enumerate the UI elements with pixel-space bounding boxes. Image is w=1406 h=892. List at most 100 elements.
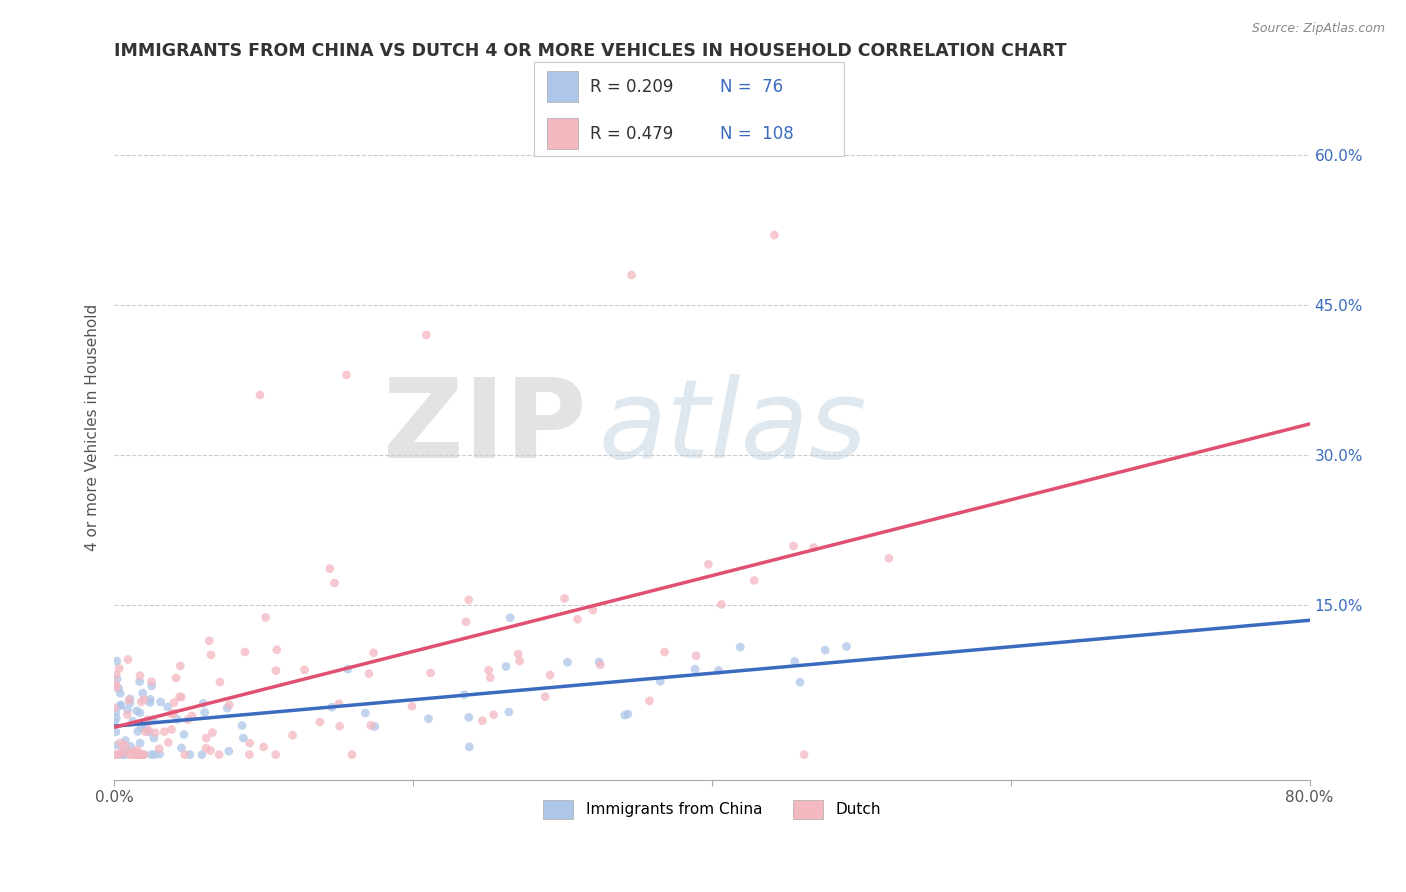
Point — [309, 714, 332, 729]
Point — [478, 663, 501, 677]
Point — [104, 747, 127, 762]
Point — [125, 704, 148, 718]
Point — [201, 725, 224, 739]
Point — [169, 659, 191, 673]
Point — [454, 615, 477, 629]
Point — [105, 711, 128, 725]
Point — [139, 692, 162, 706]
FancyBboxPatch shape — [547, 70, 578, 102]
Point — [232, 731, 254, 745]
Point — [136, 713, 159, 727]
Point — [191, 747, 214, 762]
Point — [208, 747, 231, 762]
Point — [793, 747, 815, 762]
Text: R = 0.479: R = 0.479 — [591, 125, 673, 143]
Point — [105, 747, 128, 762]
Point — [195, 731, 218, 745]
Point — [127, 743, 149, 757]
Point — [238, 747, 260, 762]
Point — [111, 743, 134, 757]
Point — [105, 677, 128, 691]
Point — [323, 576, 346, 591]
Point — [128, 747, 150, 762]
Point — [482, 707, 505, 722]
Point — [165, 671, 187, 685]
Point — [742, 574, 765, 588]
Point — [120, 745, 142, 759]
Point — [814, 643, 837, 657]
Point — [538, 668, 561, 682]
Point — [264, 664, 287, 678]
Point — [789, 675, 811, 690]
Point — [329, 719, 352, 733]
Point — [254, 610, 277, 624]
Text: ZIP: ZIP — [382, 374, 586, 481]
Point — [218, 744, 240, 758]
Point — [193, 696, 215, 710]
Point — [160, 706, 183, 721]
Point — [181, 709, 204, 723]
Point — [153, 724, 176, 739]
Point — [509, 654, 531, 668]
Point — [112, 747, 135, 762]
Point — [479, 671, 502, 685]
Point — [160, 723, 183, 737]
Point — [103, 700, 125, 714]
Point — [419, 665, 441, 680]
Point — [105, 681, 128, 695]
Point — [697, 558, 720, 572]
Point — [471, 714, 494, 728]
Point — [499, 610, 522, 624]
Point — [110, 698, 132, 712]
Point — [418, 712, 440, 726]
Point — [457, 710, 479, 724]
Point — [110, 747, 132, 761]
Point — [124, 745, 146, 759]
Point — [617, 706, 640, 721]
Point — [534, 690, 557, 704]
Point — [117, 652, 139, 666]
Point — [217, 701, 239, 715]
Point — [129, 736, 152, 750]
Point — [588, 655, 610, 669]
Point — [340, 747, 363, 762]
Point — [266, 642, 288, 657]
Point — [143, 747, 166, 762]
Point — [118, 693, 141, 707]
Point — [157, 735, 180, 749]
Point — [108, 747, 131, 762]
Point — [129, 747, 152, 762]
Point — [321, 700, 343, 714]
Point — [136, 714, 159, 729]
Point — [557, 655, 579, 669]
Point — [107, 681, 129, 696]
Point — [117, 707, 139, 722]
Point — [363, 646, 385, 660]
Point — [170, 741, 193, 756]
Point — [730, 640, 752, 654]
Point — [114, 738, 136, 752]
Point — [638, 694, 661, 708]
Point — [136, 724, 159, 739]
Point — [112, 747, 135, 762]
Point — [354, 706, 377, 720]
Point — [200, 743, 222, 757]
Point — [141, 679, 163, 693]
Point — [132, 686, 155, 700]
Point — [294, 663, 316, 677]
Point — [683, 662, 706, 676]
Point — [118, 696, 141, 710]
Point — [710, 598, 733, 612]
Point — [117, 703, 139, 717]
Point — [458, 739, 481, 754]
Point — [415, 328, 437, 343]
Point — [613, 708, 636, 723]
Point — [835, 640, 858, 654]
Point — [231, 718, 253, 732]
Point — [363, 719, 385, 733]
Point — [129, 668, 152, 682]
Text: R = 0.209: R = 0.209 — [591, 78, 673, 95]
Point — [877, 551, 900, 566]
Point — [239, 736, 262, 750]
Point — [803, 541, 825, 555]
